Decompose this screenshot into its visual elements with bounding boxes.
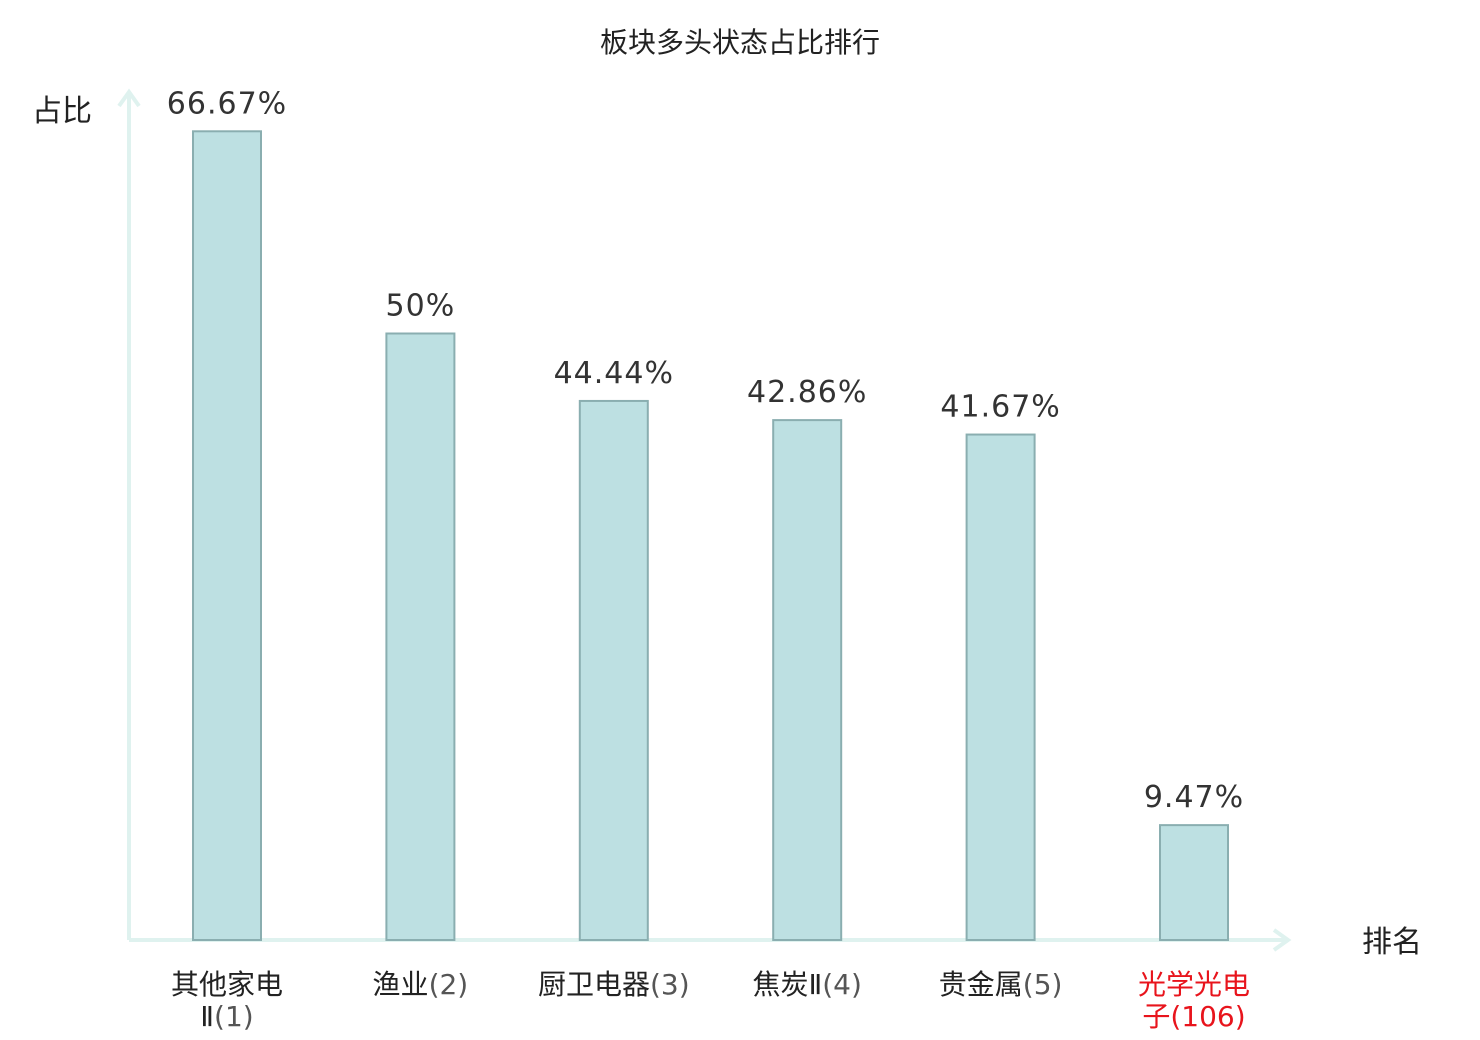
category-label-6: 光学光电子(106) <box>1138 968 1250 1033</box>
value-label-2: 50% <box>386 289 456 324</box>
value-label-5: 41.67% <box>940 390 1060 425</box>
category-name-line2: 子 <box>1142 1000 1170 1033</box>
x-axis-label: 排名 <box>1362 925 1422 960</box>
bar-6 <box>1159 824 1229 942</box>
bar-5 <box>965 433 1036 941</box>
y-axis-label: 占比 <box>32 94 92 129</box>
category-name: 焦炭Ⅱ <box>752 968 822 1001</box>
bars-group: 66.67% 其他家电 Ⅱ(1) 50% 渔业(2) 44.44% 厨卫电器(3) 42.86… <box>167 86 1250 1033</box>
bar-4 <box>772 419 843 941</box>
category-label-5: 贵金属(5) <box>939 968 1063 1001</box>
chart-title: 板块多头状态占比排行 <box>600 26 880 59</box>
category-rank: (2) <box>429 968 469 1001</box>
category-rank: (1) <box>214 1000 254 1033</box>
category-label-1: 其他家电 Ⅱ(1) <box>171 968 283 1033</box>
y-axis-arrow-icon <box>117 88 141 108</box>
value-label-3: 44.44% <box>554 356 674 391</box>
value-label-6: 9.47% <box>1144 780 1244 815</box>
category-label-2: 渔业(2) <box>373 968 469 1001</box>
bar-3 <box>578 399 649 941</box>
category-name: 渔业 <box>373 968 429 1001</box>
category-rank: (4) <box>822 968 862 1001</box>
bar-1 <box>192 130 262 941</box>
category-rank: (3) <box>650 968 690 1001</box>
category-label-4: 焦炭Ⅱ(4) <box>752 968 861 1001</box>
category-name: 厨卫电器 <box>538 968 650 1001</box>
value-label-1: 66.67% <box>167 86 287 121</box>
category-name: 贵金属 <box>939 968 1023 1001</box>
category-rank: (106) <box>1170 1000 1245 1033</box>
bar-2 <box>385 332 456 941</box>
category-name-line2: Ⅱ <box>200 1000 214 1033</box>
category-label-3: 厨卫电器(3) <box>538 968 690 1001</box>
category-name-line1: 其他家电 <box>171 968 283 1001</box>
x-axis-arrow-icon <box>1272 928 1292 952</box>
category-rank: (5) <box>1023 968 1063 1001</box>
category-name-line1: 光学光电 <box>1138 968 1250 1001</box>
value-label-4: 42.86% <box>747 375 867 410</box>
